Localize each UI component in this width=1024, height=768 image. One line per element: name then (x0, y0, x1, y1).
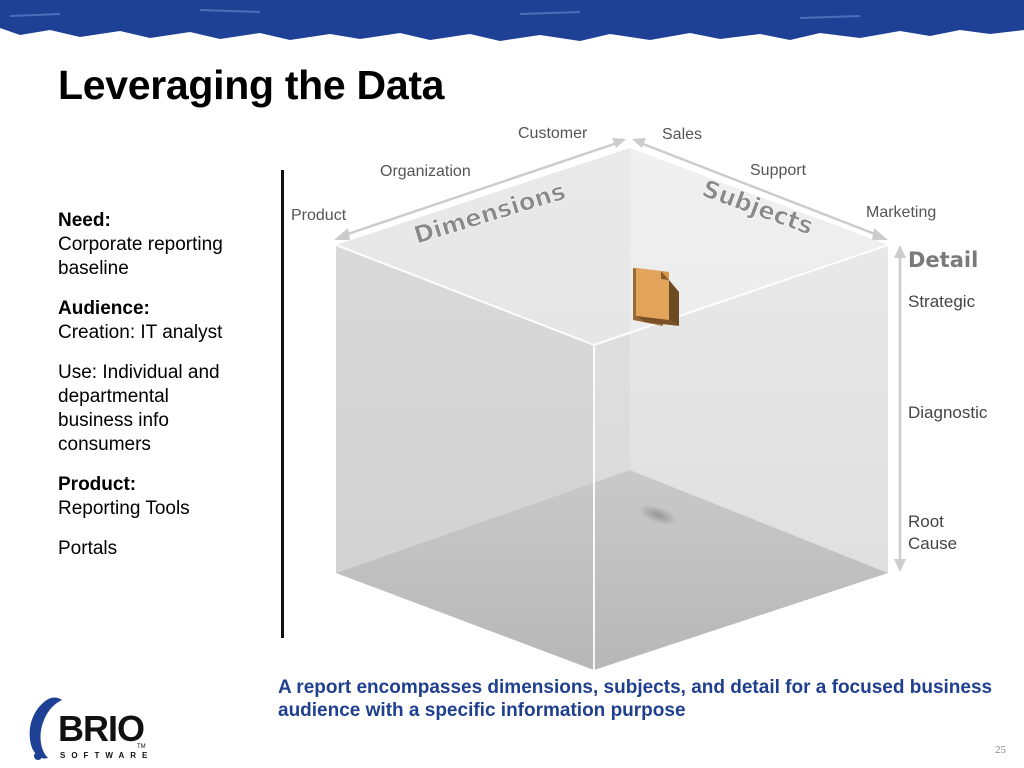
dimension-label-product: Product (291, 207, 347, 224)
subject-label-support: Support (750, 162, 807, 179)
cube-top-face (336, 148, 888, 345)
use-text: Use: Individual and departmental busines… (58, 362, 220, 455)
page-number: 25 (995, 744, 1006, 756)
subject-label-marketing: Marketing (866, 204, 937, 221)
left-text-panel: Need: Corporate reporting baseline Audie… (58, 209, 268, 577)
divider-line (281, 170, 284, 638)
audience-text: Creation: IT analyst (58, 322, 223, 343)
logo-subtext: SOFTWARE (60, 751, 154, 760)
portals-text: Portals (58, 538, 118, 559)
product-block: Product: Reporting Tools (58, 473, 268, 521)
need-block: Need: Corporate reporting baseline (58, 209, 268, 281)
detail-level-root-cause: Root Cause (908, 512, 958, 553)
need-text: Corporate reporting baseline (58, 234, 223, 279)
detail-level-diagnostic: Diagnostic (908, 403, 988, 422)
brio-logo (29, 697, 62, 760)
logo-trademark: TM (137, 744, 146, 750)
portals-block: Portals (58, 537, 268, 561)
report-shadow (639, 504, 677, 526)
detail-axis-label: Detail (908, 248, 978, 272)
subject-label-sales: Sales (662, 126, 703, 143)
dimension-label-organization: Organization (380, 163, 471, 180)
top-banner (0, 0, 1024, 41)
product-text: Reporting Tools (58, 498, 190, 519)
product-heading: Product: (58, 474, 137, 495)
detail-level-strategic: Strategic (908, 292, 976, 311)
audience-heading: Audience: (58, 298, 150, 319)
audience-block: Audience: Creation: IT analyst (58, 297, 268, 345)
use-block: Use: Individual and departmental busines… (58, 361, 268, 457)
cube-floor (336, 470, 888, 670)
logo-wordmark: BRIO (58, 708, 145, 749)
slide-title: Leveraging the Data (58, 62, 445, 108)
report-icon (633, 268, 679, 326)
dimension-label-customer: Customer (518, 125, 588, 142)
slide-caption: A report encompasses dimensions, subject… (278, 677, 993, 721)
need-heading: Need: (58, 210, 111, 231)
